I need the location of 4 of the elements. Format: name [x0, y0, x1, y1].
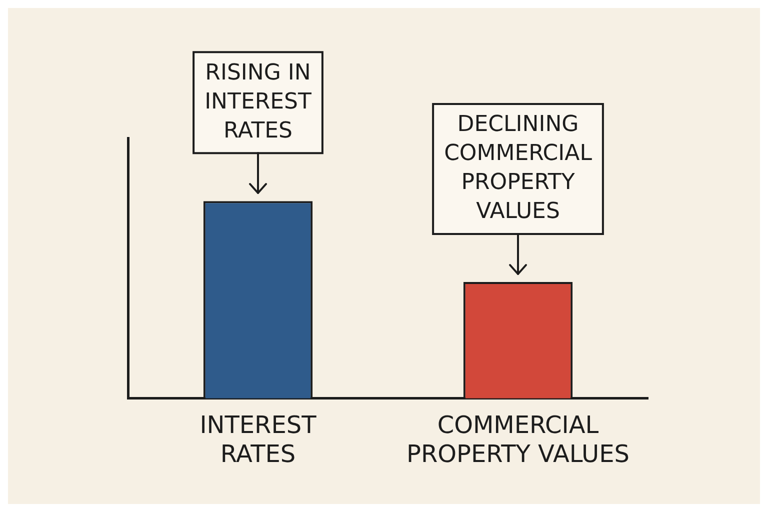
x-tick-label: COMMERCIAL PROPERTY VALUES [406, 411, 630, 468]
x-tick-label: INTEREST RATES [200, 411, 317, 468]
annotation: RISING IN INTEREST RATES [204, 60, 312, 144]
annotation: DECLINING COMMERCIAL PROPERTY VALUES [444, 112, 593, 224]
